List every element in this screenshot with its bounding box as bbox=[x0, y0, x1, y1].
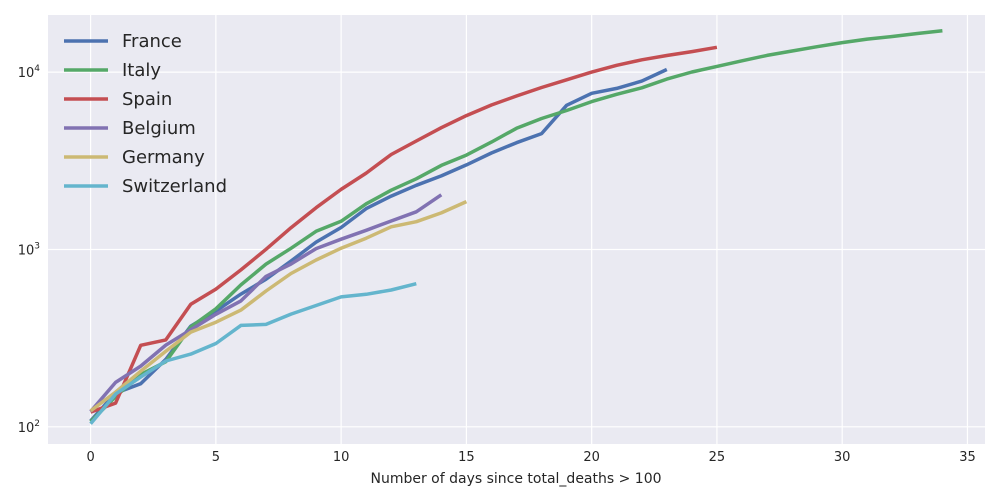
plot-background bbox=[48, 15, 985, 444]
legend-label-belgium: Belgium bbox=[122, 118, 196, 139]
series-line-belgium bbox=[89, 193, 443, 413]
x-tick-label: 0 bbox=[86, 450, 94, 465]
y-tick-label: 102 bbox=[18, 419, 40, 436]
legend-label-switzerland: Switzerland bbox=[122, 176, 227, 197]
y-axis-ticks: 102 103 104 bbox=[18, 64, 41, 436]
legend-label-germany: Germany bbox=[122, 147, 205, 168]
series-line-switzerland bbox=[89, 282, 417, 425]
y-tick-label: 103 bbox=[18, 241, 40, 258]
legend-label-france: France bbox=[122, 31, 182, 52]
x-tick-label: 25 bbox=[709, 450, 726, 465]
series-line-spain bbox=[90, 45, 718, 414]
series-line-italy bbox=[89, 28, 943, 423]
x-tick-label: 20 bbox=[583, 450, 600, 465]
x-tick-label: 10 bbox=[333, 450, 350, 465]
x-tick-label: 35 bbox=[959, 450, 976, 465]
grid bbox=[48, 15, 985, 444]
x-tick-label: 15 bbox=[458, 450, 475, 465]
x-tick-label: 5 bbox=[212, 450, 220, 465]
x-axis-label: Number of days since total_deaths > 100 bbox=[370, 471, 661, 487]
legend-label-italy: Italy bbox=[122, 60, 161, 81]
series-lines bbox=[89, 28, 943, 425]
x-tick-label: 30 bbox=[834, 450, 851, 465]
x-axis-ticks: 0 5 10 15 20 25 30 35 bbox=[86, 450, 975, 465]
series-line-germany bbox=[89, 200, 468, 413]
legend: France Italy Spain Belgium Germany Switzerlan… bbox=[64, 31, 227, 197]
y-tick-label: 104 bbox=[18, 64, 41, 81]
legend-label-spain: Spain bbox=[122, 89, 172, 110]
